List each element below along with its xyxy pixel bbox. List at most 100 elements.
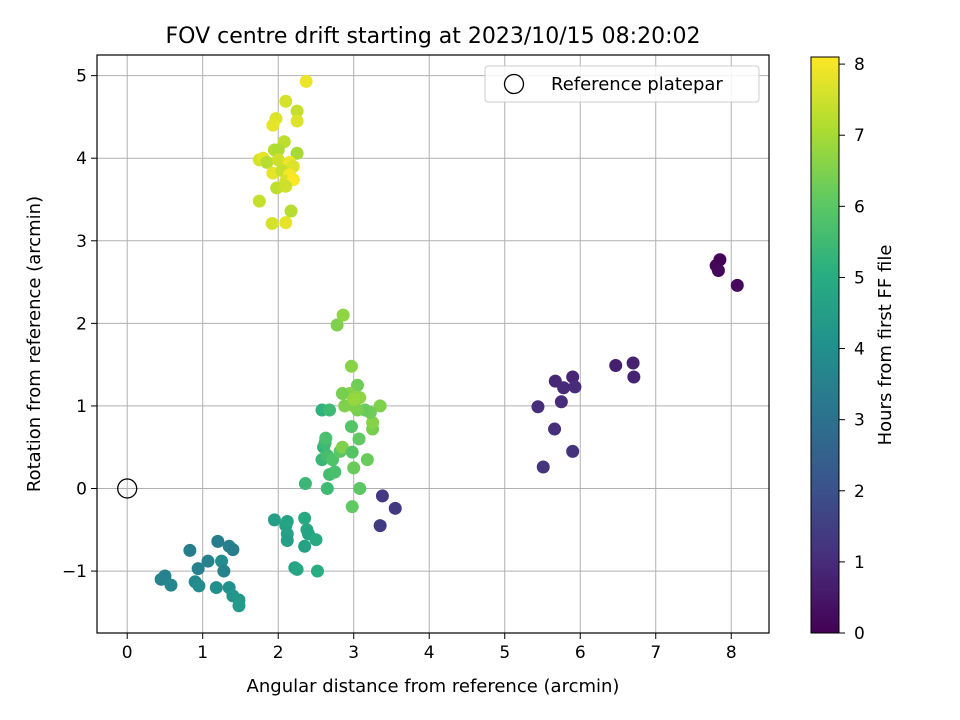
colorbar-tick-label: 2 (854, 482, 865, 502)
data-point (335, 440, 349, 454)
x-tick-label: 3 (348, 643, 359, 663)
data-point (353, 482, 367, 495)
data-point (626, 356, 640, 370)
data-point (627, 370, 641, 384)
data-point (360, 453, 374, 467)
y-tick-label: 4 (76, 149, 87, 169)
colorbar-tick-label: 1 (854, 553, 865, 573)
colorbar-tick-label: 8 (854, 55, 865, 75)
data-point (271, 143, 285, 157)
data-point (711, 264, 725, 278)
data-point (215, 554, 229, 568)
data-point (191, 562, 205, 576)
reference-marker (117, 478, 138, 499)
data-point (557, 381, 571, 395)
data-point (568, 380, 582, 394)
data-point (345, 445, 359, 459)
data-point (290, 114, 304, 128)
data-point (265, 216, 279, 230)
x-tick-label: 8 (726, 643, 737, 663)
y-tick-label: −1 (62, 562, 87, 582)
y-tick-label: 5 (76, 67, 87, 87)
y-tick-label: 0 (76, 480, 87, 500)
x-tick-label: 6 (575, 643, 586, 663)
legend: Reference platepar (484, 65, 760, 103)
data-point (298, 539, 312, 553)
data-point (336, 308, 350, 322)
data-point (201, 554, 215, 568)
data-point (279, 94, 293, 108)
data-point (211, 534, 225, 548)
data-point (548, 422, 562, 436)
data-point (319, 431, 333, 445)
data-point (344, 359, 358, 373)
data-point (298, 511, 312, 525)
data-point (388, 501, 402, 515)
data-point (335, 387, 349, 401)
reference-platepar-marker (117, 478, 138, 499)
data-point (290, 146, 304, 160)
data-point (350, 378, 364, 392)
x-tick-label: 4 (424, 643, 435, 663)
colorbar-tick-label: 5 (854, 268, 865, 288)
data-point (531, 400, 545, 414)
data-point (299, 74, 313, 88)
colorbar-tick-label: 0 (854, 624, 865, 644)
x-axis-label: Angular distance from reference (arcmin) (247, 676, 620, 697)
data-point (320, 482, 334, 495)
x-tick-label: 0 (122, 643, 133, 663)
data-point (328, 465, 342, 479)
data-point (326, 453, 340, 467)
y-tick-label: 3 (76, 232, 87, 252)
grid-lines (97, 55, 769, 633)
data-point (373, 519, 387, 533)
data-point (266, 118, 280, 132)
data-point (209, 581, 223, 595)
data-point (536, 460, 550, 474)
colorbar-gradient (810, 56, 840, 634)
data-point (347, 461, 361, 475)
data-point (338, 399, 352, 413)
data-point (183, 543, 197, 557)
y-axis-ticks: −1 0 1 2 3 4 5 (62, 67, 97, 582)
data-point (373, 399, 387, 413)
legend-entry: Reference platepar (551, 74, 723, 95)
data-point (279, 216, 293, 230)
legend-marker-icon (503, 73, 525, 95)
data-point (164, 578, 178, 592)
data-point (375, 489, 389, 503)
data-point (323, 403, 337, 417)
data-point (280, 534, 294, 548)
data-point (280, 515, 294, 529)
data-point (345, 500, 359, 514)
data-point (252, 194, 266, 208)
y-tick-label: 1 (76, 397, 87, 417)
data-point (226, 543, 240, 557)
data-point (330, 318, 344, 332)
x-tick-label: 5 (499, 643, 510, 663)
data-point (554, 395, 568, 409)
data-point (232, 599, 246, 613)
data-point (344, 420, 358, 434)
legend-box (484, 65, 760, 103)
data-point (279, 179, 293, 193)
data-point (267, 513, 281, 527)
colorbar-ticks: 0 1 2 3 4 5 6 7 8 (839, 55, 865, 644)
y-tick-label: 2 (76, 314, 87, 334)
colorbar: 0 1 2 3 4 5 6 7 8 Hours from first FF file (810, 55, 896, 644)
data-point (284, 204, 298, 218)
y-axis-label: Rotation from reference (arcmin) (24, 196, 45, 492)
data-point (290, 562, 304, 576)
colorbar-label: Hours from first FF file (875, 245, 896, 446)
colorbar-tick-label: 3 (854, 411, 865, 431)
colorbar-tick-label: 4 (854, 340, 865, 360)
data-point (271, 153, 285, 167)
plot-frame (96, 54, 770, 634)
data-point (260, 155, 274, 169)
data-point (566, 444, 580, 458)
x-axis-ticks: 0 1 2 3 4 5 6 7 8 (122, 633, 737, 663)
data-points (154, 74, 744, 613)
colorbar-tick-label: 6 (854, 197, 865, 217)
x-tick-label: 7 (650, 643, 661, 663)
